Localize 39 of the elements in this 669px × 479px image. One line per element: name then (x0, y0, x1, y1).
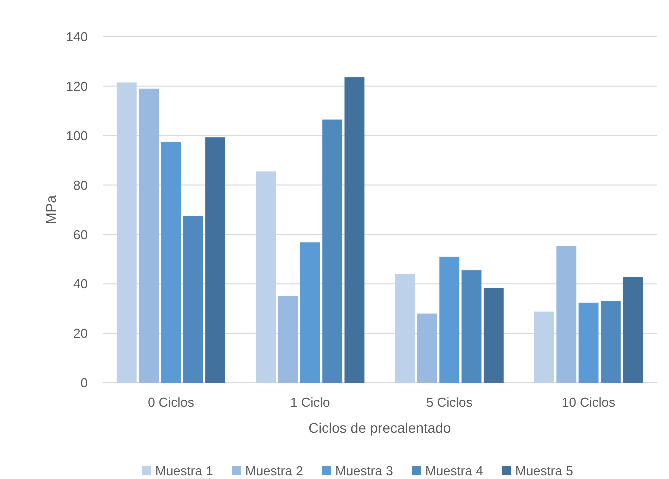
bar (322, 120, 343, 383)
y-tick-label: 140 (66, 30, 88, 45)
y-tick-label: 120 (66, 78, 88, 94)
y-tick-label: 80 (74, 178, 88, 193)
x-tick-label: 5 Ciclos (426, 395, 474, 410)
bar (462, 270, 482, 383)
bar (344, 78, 365, 383)
x-tick-label: 10 Ciclos (562, 395, 616, 410)
bar (256, 172, 276, 383)
bar (623, 277, 644, 383)
y-axis-title: MPa (43, 195, 59, 224)
legend-label: Muestra 4 (426, 464, 484, 479)
bar (395, 274, 416, 383)
bar (300, 242, 320, 383)
bar (556, 246, 577, 383)
y-tick-label: 40 (74, 276, 88, 292)
bar (161, 142, 182, 383)
bar (139, 88, 160, 383)
legend-label: Muestra 3 (336, 464, 394, 479)
x-tick-label: 1 Ciclo (290, 395, 330, 410)
bar (578, 302, 599, 383)
bar (116, 82, 137, 383)
y-tick-label: 100 (66, 128, 88, 144)
y-tick-label: 20 (74, 326, 88, 342)
x-tick-label: 0 Ciclos (148, 395, 195, 410)
bar (484, 288, 504, 383)
bar (206, 138, 226, 383)
legend-label: Muestra 2 (246, 464, 304, 479)
y-tick-label: 60 (74, 227, 88, 242)
bar (534, 312, 554, 383)
legend-label: Muestra 5 (516, 464, 574, 479)
bar (278, 296, 298, 383)
bar (183, 216, 204, 383)
y-tick-label: 0 (80, 376, 88, 391)
x-axis-title: Ciclos de precalentado (308, 420, 452, 436)
legend-label: Muestra 1 (156, 464, 214, 479)
bar (417, 314, 438, 383)
bar (440, 256, 460, 383)
bar (600, 301, 621, 383)
